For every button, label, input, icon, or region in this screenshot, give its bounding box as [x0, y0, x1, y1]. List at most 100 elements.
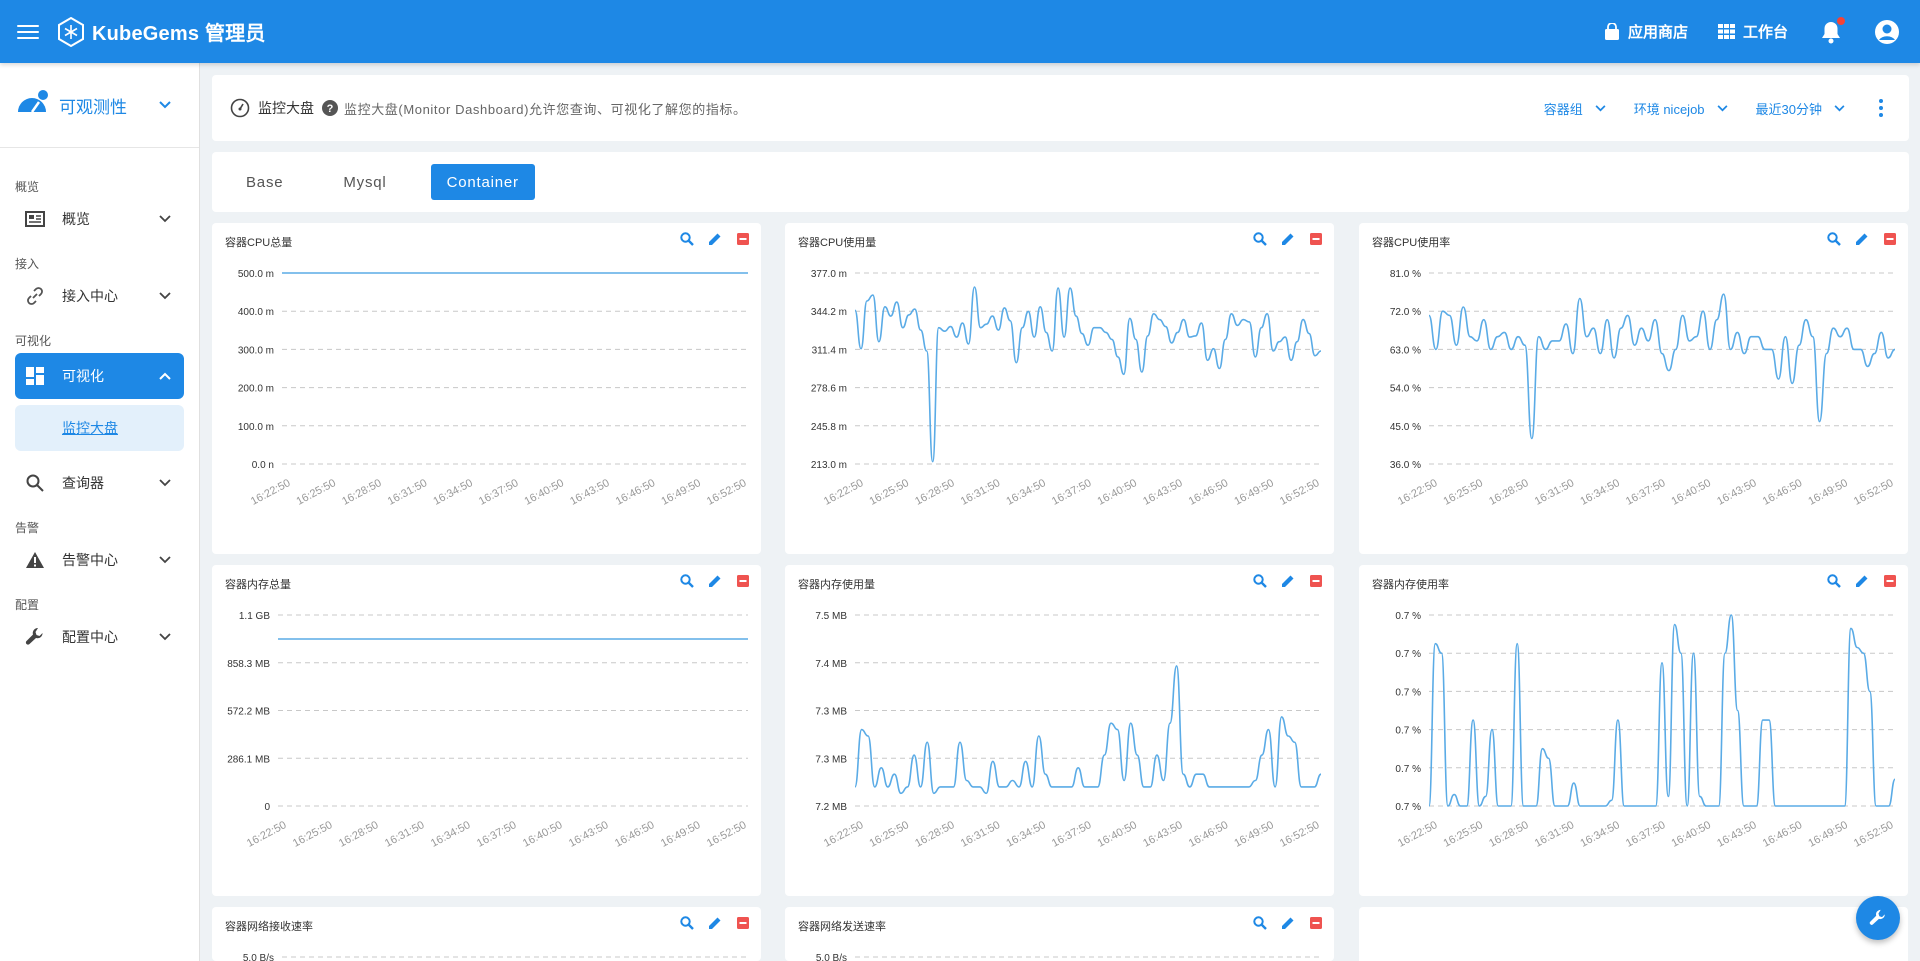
- dashboard-icon: [24, 365, 46, 387]
- chart-card: 容器网络接收速率 5.0 B/s: [212, 907, 761, 961]
- sidebar-item-visualization[interactable]: 可视化: [15, 353, 184, 399]
- x-tick-label: 16:43:50: [568, 477, 611, 508]
- x-tick-label: 16:25:50: [868, 477, 911, 508]
- edit-icon[interactable]: [1281, 232, 1295, 246]
- x-tick-label: 16:37:50: [477, 477, 520, 508]
- tab-mysql[interactable]: Mysql: [343, 173, 387, 191]
- chart-svg: 5.0 B/s: [816, 953, 1321, 961]
- x-tick-label: 16:52:50: [1852, 819, 1895, 850]
- edit-icon[interactable]: [1281, 574, 1295, 588]
- edit-icon[interactable]: [708, 916, 722, 930]
- x-tick-label: 16:31:50: [1533, 819, 1576, 850]
- sidebar-item-label: 查询器: [62, 475, 104, 491]
- chart-card: 容器内存使用率 0.7 % 0.7 % 0.7 % 0.7 % 0.7 % 0.7 % 16:…: [1359, 565, 1908, 896]
- x-tick-label: 16:40:50: [1670, 477, 1713, 508]
- series-line: [1428, 614, 1896, 807]
- chart-title: 容器CPU总量: [225, 237, 293, 249]
- chart-svg: 500.0 m 400.0 m 300.0 m 200.0 m 100.0 m 0.0 n…: [238, 269, 749, 508]
- chevron-down-icon: [159, 556, 171, 564]
- y-tick-label: 0.7 %: [1395, 726, 1421, 737]
- x-tick-label: 16:46:50: [1187, 819, 1230, 850]
- sidebar-item-label: 接入中心: [62, 288, 118, 304]
- zoom-icon[interactable]: [680, 574, 694, 588]
- y-tick-label: 36.0 %: [1390, 460, 1421, 471]
- time-range-select[interactable]: 最近30分钟: [1756, 99, 1845, 118]
- zoom-icon[interactable]: [1253, 574, 1267, 588]
- module-selector[interactable]: 可观测性: [0, 63, 199, 148]
- chart-title: 容器内存总量: [225, 579, 291, 591]
- settings-fab[interactable]: [1856, 896, 1900, 940]
- y-tick-label: 0: [264, 802, 270, 813]
- x-tick-label: 16:34:50: [1004, 477, 1047, 508]
- chevron-down-icon: [159, 292, 171, 300]
- remove-icon[interactable]: [736, 232, 750, 246]
- chart-card: 容器内存总量 1.1 GB 858.3 MB 572.2 MB 286.1 MB 0 16:…: [212, 565, 761, 896]
- remove-icon[interactable]: [1309, 916, 1323, 930]
- remove-icon[interactable]: [1883, 232, 1897, 246]
- notification-bell-icon[interactable]: [1818, 16, 1845, 45]
- app-store-button[interactable]: 应用商店: [1604, 21, 1688, 42]
- environment-select[interactable]: 环境 nicejob: [1634, 99, 1728, 118]
- y-tick-label: 7.3 MB: [815, 707, 847, 718]
- chevron-down-icon: [159, 633, 171, 641]
- x-tick-label: 16:40:50: [1670, 819, 1713, 850]
- x-tick-label: 16:43:50: [1715, 477, 1758, 508]
- edit-icon[interactable]: [1855, 232, 1869, 246]
- zoom-icon[interactable]: [1827, 232, 1841, 246]
- sidebar-item-query[interactable]: 查询器: [0, 461, 199, 505]
- series-line: [1428, 293, 1896, 440]
- workbench-button[interactable]: 工作台: [1717, 21, 1788, 42]
- dashboard-tabs: Base Mysql Container: [212, 152, 1909, 212]
- time-range-label: 最近30分钟: [1755, 101, 1822, 117]
- app-title: KubeGems 管理员: [92, 23, 266, 45]
- sidebar-item-overview[interactable]: 概览: [0, 197, 199, 241]
- chart-svg: 377.0 m 344.2 m 311.4 m 278.6 m 245.8 m 213.0…: [811, 269, 1322, 508]
- x-tick-label: 16:49:50: [1232, 477, 1275, 508]
- x-tick-label: 16:28:50: [913, 819, 956, 850]
- user-avatar-icon[interactable]: [1874, 19, 1900, 45]
- menu-icon[interactable]: [17, 24, 39, 39]
- edit-icon[interactable]: [1855, 574, 1869, 588]
- y-tick-label: 54.0 %: [1390, 384, 1421, 395]
- more-vert-icon[interactable]: [1873, 99, 1889, 117]
- sidebar-item-config-center[interactable]: 配置中心: [0, 615, 199, 659]
- remove-icon[interactable]: [1309, 574, 1323, 588]
- chart-title: 容器CPU使用量: [798, 237, 877, 249]
- remove-icon[interactable]: [1309, 232, 1323, 246]
- remove-icon[interactable]: [1883, 574, 1897, 588]
- x-tick-label: 16:40:50: [523, 477, 566, 508]
- chevron-up-icon: [159, 372, 171, 380]
- y-tick-label: 0.0 n: [252, 460, 274, 471]
- chevron-down-icon: [159, 101, 171, 109]
- zoom-icon[interactable]: [1253, 232, 1267, 246]
- tab-container[interactable]: Container: [430, 164, 535, 200]
- y-tick-label: 5.0 B/s: [243, 953, 274, 961]
- remove-icon[interactable]: [736, 574, 750, 588]
- tab-base[interactable]: Base: [246, 173, 284, 191]
- chart-svg: 5.0 B/s: [243, 953, 748, 961]
- edit-icon[interactable]: [1281, 916, 1295, 930]
- x-tick-label: 16:22:50: [822, 819, 865, 850]
- remove-icon[interactable]: [736, 916, 750, 930]
- x-tick-label: 16:40:50: [1096, 477, 1139, 508]
- y-tick-label: 858.3 MB: [227, 659, 270, 670]
- edit-icon[interactable]: [708, 574, 722, 588]
- y-tick-label: 5.0 B/s: [816, 953, 847, 961]
- x-tick-label: 16:52:50: [705, 819, 748, 850]
- zoom-icon[interactable]: [1253, 916, 1267, 930]
- chart-card: 容器CPU使用率 81.0 % 72.0 % 63.0 % 54.0 % 45.0 % 36…: [1359, 223, 1908, 554]
- x-tick-label: 16:34:50: [431, 477, 474, 508]
- sidebar-item-alert-center[interactable]: 告警中心: [0, 538, 199, 582]
- y-tick-label: 0.7 %: [1395, 764, 1421, 775]
- chart-svg: 0.7 %0.7 %0.7 %0.7 %0.7 %0.7 %16:22:50 16…: [1395, 611, 1896, 850]
- sidebar-subitem-monitor-dashboard[interactable]: 监控大盘: [15, 405, 184, 451]
- zoom-icon[interactable]: [680, 232, 694, 246]
- zoom-icon[interactable]: [680, 916, 694, 930]
- pod-group-select[interactable]: 容器组: [1544, 99, 1606, 118]
- sidebar-item-access-center[interactable]: 接入中心: [0, 274, 199, 318]
- edit-icon[interactable]: [708, 232, 722, 246]
- chart-svg: 81.0 % 72.0 % 63.0 % 54.0 % 45.0 % 36.0 % 16:2…: [1390, 269, 1896, 508]
- zoom-icon[interactable]: [1827, 574, 1841, 588]
- chevron-down-icon: [1717, 104, 1728, 111]
